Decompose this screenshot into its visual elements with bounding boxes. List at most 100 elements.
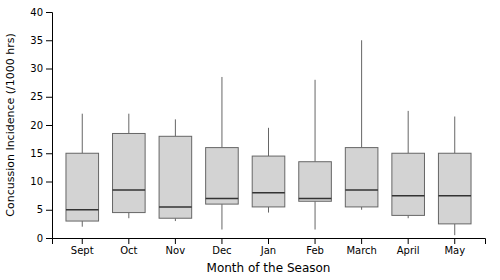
- x-tick: Sept: [71, 238, 94, 256]
- x-tick-label: Feb: [306, 245, 324, 256]
- median: [299, 198, 332, 200]
- lower-whisker: [82, 221, 83, 227]
- box: [392, 153, 425, 215]
- box: [66, 153, 99, 221]
- x-tick-mark: [268, 238, 269, 244]
- lower-whisker: [454, 224, 455, 235]
- upper-whisker: [315, 80, 316, 162]
- x-tick: Nov: [166, 238, 186, 256]
- median: [206, 198, 239, 200]
- y-tick: 35: [30, 35, 52, 46]
- x-axis-line: [53, 239, 486, 245]
- x-tick: April: [397, 238, 420, 256]
- x-tick: Feb: [306, 238, 324, 256]
- x-tick: Dec: [212, 238, 231, 256]
- y-tick-mark: [46, 12, 52, 13]
- boxes: [66, 40, 471, 235]
- x-tick-mark: [315, 238, 316, 244]
- x-axis: Sept Oct Nov Dec Jan Feb March April May: [53, 238, 486, 256]
- upper-whisker: [268, 128, 269, 156]
- x-tick: Jan: [260, 238, 276, 256]
- upper-whisker: [221, 77, 222, 148]
- x-tick-label: Jan: [260, 245, 276, 256]
- box: [299, 162, 332, 202]
- y-tick-label: 10: [30, 176, 43, 187]
- upper-whisker: [454, 117, 455, 154]
- x-tick-mark: [361, 238, 362, 244]
- x-tick-label: Dec: [212, 245, 231, 256]
- median: [438, 195, 471, 197]
- upper-whisker: [128, 114, 129, 134]
- median: [345, 189, 378, 191]
- box-group: [252, 128, 285, 213]
- x-tick-label: May: [444, 245, 465, 256]
- box-group: [206, 77, 239, 230]
- y-tick-mark: [46, 210, 52, 211]
- x-tick: Oct: [120, 238, 137, 256]
- box: [252, 156, 285, 207]
- box-group: [159, 119, 192, 221]
- median: [113, 189, 146, 191]
- y-tick-mark: [46, 97, 52, 98]
- y-tick-label: 5: [37, 204, 43, 215]
- median: [159, 206, 192, 208]
- x-tick-mark: [454, 238, 455, 244]
- lower-whisker: [221, 204, 222, 229]
- y-tick-mark: [46, 153, 52, 154]
- x-tick: May: [444, 238, 465, 256]
- box-group: [438, 117, 471, 236]
- plot: Sept Oct Nov Dec Jan Feb March April May 0 5 10 15 20…: [30, 7, 485, 256]
- box-group: [66, 114, 99, 227]
- x-tick-label: April: [397, 245, 420, 256]
- x-tick: March: [346, 238, 376, 256]
- median: [252, 192, 285, 194]
- box-group: [299, 80, 332, 230]
- y-tick-label: 40: [30, 7, 43, 18]
- box: [345, 148, 378, 207]
- y-tick-mark: [46, 182, 52, 183]
- y-tick-label: 20: [30, 120, 43, 131]
- box: [438, 153, 471, 224]
- box: [159, 136, 192, 218]
- box: [113, 133, 146, 212]
- y-tick-label: 25: [30, 91, 43, 102]
- x-axis-title: Month of the Season: [207, 261, 331, 275]
- y-tick-mark: [46, 40, 52, 41]
- chart: Sept Oct Nov Dec Jan Feb March April May 0 5 10 15 20…: [0, 0, 500, 280]
- x-tick-mark: [408, 238, 409, 244]
- y-tick: 20: [30, 120, 52, 131]
- x-tick-label: Nov: [166, 245, 186, 256]
- y-axis: 0 5 10 15 20 25 30 35 40: [30, 7, 52, 244]
- y-tick-label: 15: [30, 148, 43, 159]
- median: [66, 209, 99, 211]
- box-group: [345, 40, 378, 210]
- x-tick-mark: [221, 238, 222, 244]
- median: [392, 195, 425, 197]
- y-tick: 40: [30, 7, 52, 18]
- y-axis-title: Concussion Incidence (/1000 hrs): [4, 33, 17, 216]
- x-tick-mark: [82, 238, 83, 244]
- x-tick-label: Oct: [120, 245, 137, 256]
- upper-whisker: [408, 111, 409, 153]
- y-tick: 5: [37, 204, 52, 215]
- y-axis-line: [46, 13, 53, 239]
- y-tick-mark: [46, 238, 52, 239]
- y-tick: 25: [30, 91, 52, 102]
- y-tick-label: 35: [30, 35, 43, 46]
- upper-whisker: [361, 40, 362, 147]
- lower-whisker: [128, 213, 129, 219]
- y-tick: 15: [30, 148, 52, 159]
- x-tick-mark: [128, 238, 129, 244]
- y-tick: 30: [30, 63, 52, 74]
- y-tick: 0: [37, 233, 52, 244]
- box-group: [392, 111, 425, 218]
- box: [206, 148, 239, 205]
- upper-whisker: [175, 119, 176, 136]
- y-tick: 10: [30, 176, 52, 187]
- lower-whisker: [315, 201, 316, 229]
- y-tick-label: 30: [30, 63, 43, 74]
- x-tick-label: Sept: [71, 245, 94, 256]
- y-tick-mark: [46, 125, 52, 126]
- x-tick-mark: [175, 238, 176, 244]
- box-group: [113, 114, 146, 219]
